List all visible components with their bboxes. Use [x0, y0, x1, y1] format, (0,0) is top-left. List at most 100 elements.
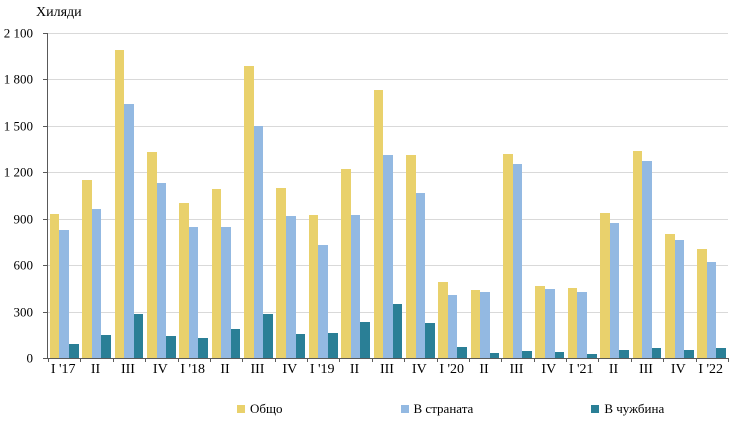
y-tick-mark — [43, 265, 47, 267]
bar — [480, 291, 490, 358]
bar-group — [113, 33, 145, 358]
bar — [425, 323, 435, 358]
bar — [295, 334, 306, 358]
bar-group — [534, 33, 566, 358]
bar — [114, 50, 125, 358]
bar — [684, 350, 694, 358]
x-tick-mark — [307, 358, 309, 362]
legend-item-total: Общо — [237, 401, 283, 417]
bar — [360, 322, 370, 358]
x-tick-label: II — [90, 362, 101, 377]
bar-group — [242, 33, 274, 358]
bar — [253, 125, 264, 358]
bar — [124, 104, 134, 358]
bar-groups — [48, 33, 728, 358]
bar-group — [80, 33, 112, 358]
bar-group — [437, 33, 469, 358]
bar — [392, 303, 403, 358]
bar-group — [501, 33, 533, 358]
bar — [318, 245, 328, 358]
y-tick-mark — [43, 172, 47, 174]
bar — [188, 226, 199, 358]
bar — [535, 286, 546, 358]
legend-label-abroad: В чужбина — [604, 401, 665, 416]
bar — [674, 240, 685, 358]
bar — [545, 289, 555, 358]
bar — [457, 347, 468, 358]
x-tick-label: IV — [411, 362, 427, 377]
x-tick-label: II — [349, 362, 360, 377]
bar — [664, 234, 675, 358]
legend-label-in-country: В страната — [413, 401, 474, 416]
x-tick-label: IV — [670, 362, 686, 377]
x-tick-label: II — [479, 362, 489, 377]
bar — [350, 214, 361, 358]
bar-group — [48, 33, 80, 358]
bar — [146, 152, 157, 358]
bar-group — [178, 33, 210, 358]
x-tick-mark — [404, 358, 406, 362]
bar-group — [275, 33, 307, 358]
x-tick-mark — [209, 358, 211, 362]
x-tick-label: IV — [282, 362, 298, 377]
x-tick-mark — [177, 358, 179, 362]
x-tick-mark — [598, 358, 600, 362]
bar — [156, 183, 167, 358]
x-tick-label: IV — [541, 362, 557, 377]
y-tick-label: 1 800 — [3, 71, 33, 87]
x-tick-mark — [695, 358, 697, 362]
y-tick-mark — [43, 79, 47, 81]
x-tick-mark — [339, 358, 341, 362]
bar — [600, 213, 610, 358]
legend-item-in-country: В страната — [400, 401, 474, 417]
bar — [91, 209, 102, 358]
x-tick-label: III — [250, 362, 265, 377]
x-tick-label: IV — [152, 362, 168, 377]
x-tick-mark — [112, 358, 114, 362]
bar — [373, 90, 384, 358]
y-tick-mark — [43, 218, 47, 220]
x-tick-mark — [145, 358, 147, 362]
x-tick-label: I '18 — [180, 362, 206, 377]
legend-label-total: Общо — [250, 401, 283, 416]
bar — [503, 153, 513, 358]
bar — [59, 229, 69, 358]
bar-group — [566, 33, 598, 358]
bar — [263, 313, 273, 358]
bar — [198, 337, 209, 358]
legend-item-abroad: В чужбина — [591, 401, 664, 417]
x-tick-mark — [566, 358, 568, 362]
bar — [101, 334, 111, 358]
bar — [632, 151, 643, 358]
bar — [276, 187, 287, 358]
bar — [221, 227, 231, 358]
bar — [405, 155, 416, 358]
y-axis-title: Хиляди — [36, 5, 82, 20]
gridline — [48, 79, 728, 81]
x-tick-label: I '17 — [50, 362, 76, 377]
bar — [522, 351, 532, 358]
y-tick-mark — [43, 311, 47, 313]
y-tick-mark — [43, 33, 47, 34]
x-tick-mark — [80, 358, 82, 362]
y-tick-label: 1 200 — [3, 164, 33, 180]
bar — [489, 353, 500, 358]
x-tick-mark — [630, 358, 632, 362]
y-axis-labels: 0 300 600 900 1 200 1 500 1 800 2 100 — [1, 27, 41, 365]
gridline — [48, 33, 728, 34]
bar-group — [696, 33, 728, 358]
y-tick-label: 0 — [26, 350, 34, 366]
bar — [68, 344, 79, 358]
x-tick-mark — [468, 358, 470, 362]
x-tick-label: II — [220, 362, 230, 377]
bar-group — [307, 33, 339, 358]
bar — [609, 223, 620, 358]
x-tick-label: III — [638, 362, 653, 377]
bar-group — [339, 33, 371, 358]
bar-group — [372, 33, 404, 358]
bar — [327, 332, 338, 358]
y-tick-label: 1 500 — [3, 118, 33, 134]
bar — [577, 291, 587, 358]
bar — [651, 347, 662, 358]
